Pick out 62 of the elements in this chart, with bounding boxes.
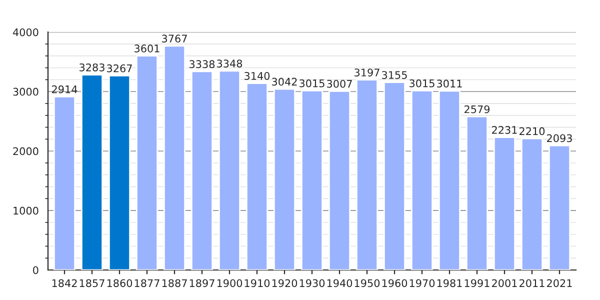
x-tick-label: 1860: [107, 279, 132, 288]
bar: [493, 136, 516, 270]
data-label: 2579: [464, 105, 490, 114]
data-label: 3767: [162, 34, 187, 43]
x-tick-label: 1910: [244, 279, 270, 288]
data-label: 3267: [107, 64, 132, 72]
data-label: 3283: [80, 63, 104, 72]
y-tick-label: 4000: [12, 28, 38, 36]
x-tick-label: 1920: [272, 279, 298, 288]
bar: [466, 116, 488, 270]
data-label: 2914: [52, 85, 78, 94]
x-tick-label: 1887: [162, 279, 187, 288]
x-tick-label: 1970: [410, 279, 435, 288]
x-tick-label: 2011: [520, 279, 544, 288]
y-tick-label: 0: [33, 266, 38, 274]
data-label: 3015: [410, 79, 434, 88]
bar: [108, 75, 131, 270]
bar: [300, 90, 324, 270]
x-tick-label: 1960: [382, 279, 408, 288]
x-tick-label: 1950: [354, 279, 380, 288]
data-label: 2231: [492, 126, 517, 134]
bar: [520, 138, 544, 270]
x-tick-label: 1991: [464, 279, 490, 288]
bar: [438, 90, 461, 270]
data-label: 3601: [134, 44, 160, 52]
bar: [273, 88, 296, 270]
data-label: 3197: [354, 68, 380, 76]
x-tick-label: 1900: [217, 279, 242, 288]
x-tick-label: 1857: [80, 279, 104, 288]
data-label: 3155: [382, 71, 407, 79]
y-tick-label: 2000: [13, 147, 38, 156]
bar: [163, 45, 186, 270]
x-tick-label: 1930: [300, 279, 325, 288]
data-label: 3015: [300, 79, 324, 88]
bar: [190, 70, 214, 270]
data-label: 2210: [520, 127, 545, 136]
data-label: 3011: [437, 80, 462, 88]
data-label: 3007: [327, 80, 352, 88]
bar: [53, 96, 76, 270]
x-tick-label: 1897: [190, 279, 214, 288]
y-tick-label: 3000: [13, 88, 38, 96]
bar: [548, 144, 571, 270]
bar: [383, 82, 406, 270]
bar: [356, 79, 378, 270]
bar: [80, 74, 104, 270]
x-tick-label: 2001: [492, 279, 517, 288]
data-label: 3338: [190, 60, 215, 68]
x-tick-label: 1842: [52, 279, 77, 288]
y-tick-label: 1000: [14, 206, 38, 215]
data-label: 3348: [217, 60, 242, 68]
x-tick-label: 1981: [437, 279, 462, 288]
x-tick-label: 1877: [134, 279, 160, 288]
data-label: 3042: [272, 78, 297, 86]
bar: [328, 90, 351, 270]
data-label: 3140: [244, 72, 270, 80]
data-label: 2093: [547, 134, 572, 142]
bar: [218, 70, 241, 270]
x-tick-label: 2021: [547, 279, 572, 288]
bar: [246, 82, 268, 270]
bar: [410, 90, 434, 270]
x-tick-label: 1940: [327, 279, 352, 288]
bar: [136, 55, 158, 270]
